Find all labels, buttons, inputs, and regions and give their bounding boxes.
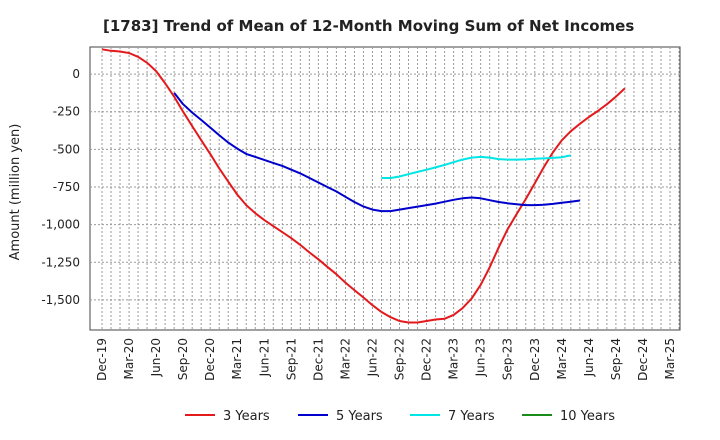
- x-tick-label: Jun-24: [582, 338, 596, 377]
- x-tick-label: Sep-21: [284, 338, 298, 380]
- x-tick-label: Jun-22: [365, 338, 379, 377]
- series-line-3-years: [101, 48, 626, 324]
- series-line-7-years: [381, 154, 571, 179]
- legend-label: 3 Years: [223, 409, 270, 424]
- x-tick-label: Mar-21: [230, 338, 244, 379]
- x-tick-label: Dec-19: [95, 338, 109, 381]
- x-tick-label: Dec-23: [528, 338, 542, 381]
- x-tick-label: Mar-23: [447, 338, 461, 379]
- x-tick-label: Jun-21: [257, 338, 271, 377]
- x-tick-label: Mar-24: [555, 338, 569, 379]
- series-line-5-years: [173, 92, 581, 213]
- x-axis: Dec-19 Mar-20 Jun-20 Sep-20 Dec-20 Mar-21 Jun-…: [95, 338, 677, 381]
- y-axis-label: Amount (million yen): [8, 124, 23, 261]
- x-tick-label: Dec-24: [636, 338, 650, 381]
- x-tick-label: Sep-22: [393, 338, 407, 380]
- legend: 3 Years 5 Years 7 Years 10 Years: [185, 409, 615, 424]
- x-tick-label: Mar-20: [122, 338, 136, 379]
- x-tick-label: Sep-23: [501, 338, 515, 380]
- plot-area: [89, 46, 681, 331]
- gridlines: [90, 47, 680, 330]
- legend-label: 5 Years: [336, 409, 383, 424]
- y-tick-label: -1,500: [41, 293, 80, 307]
- chart-title: [1783] Trend of Mean of 12-Month Moving …: [103, 17, 634, 35]
- y-tick-label: 0: [72, 67, 80, 81]
- x-tick-label: Sep-20: [176, 338, 190, 380]
- x-tick-label: Mar-22: [338, 338, 352, 379]
- y-tick-label: -750: [53, 180, 80, 194]
- y-tick-label: -500: [53, 142, 80, 156]
- series-group: [101, 48, 626, 324]
- x-tick-label: Jun-20: [149, 338, 163, 377]
- y-tick-label: -1,000: [41, 218, 80, 232]
- x-tick-label: Mar-25: [663, 338, 677, 379]
- y-tick-label: -250: [53, 105, 80, 119]
- y-axis: 0 -250 -500 -750 -1,000 -1,250 -1,500: [41, 67, 80, 307]
- x-tick-label: Dec-20: [203, 338, 217, 381]
- legend-label: 7 Years: [448, 409, 495, 424]
- x-tick-label: Dec-22: [420, 338, 434, 381]
- x-tick-label: Jun-23: [474, 338, 488, 377]
- legend-label: 10 Years: [560, 409, 615, 424]
- x-tick-label: Dec-21: [311, 338, 325, 381]
- x-tick-label: Sep-24: [609, 338, 623, 380]
- y-tick-label: -1,250: [41, 255, 80, 269]
